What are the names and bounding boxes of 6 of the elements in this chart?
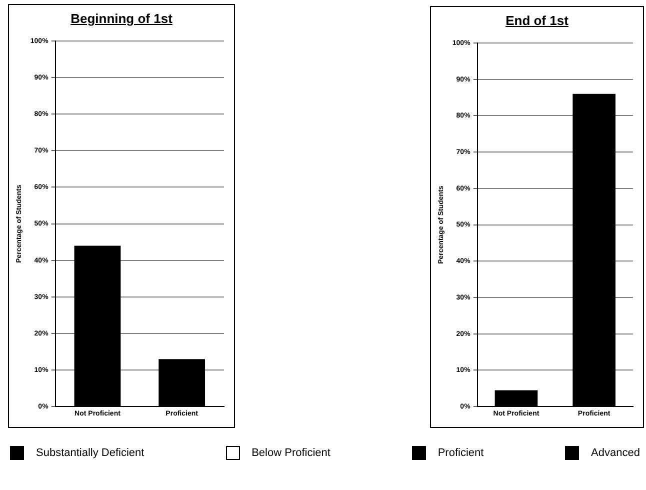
chart-title: End of 1st (504, 13, 570, 28)
category-label: Advanced (591, 447, 640, 459)
category-label: Substantially Deficient (36, 447, 144, 459)
category-label: Below Proficient (252, 447, 330, 459)
chart-title: Beginning of 1st (70, 11, 174, 26)
category-label: Proficient (438, 447, 484, 459)
